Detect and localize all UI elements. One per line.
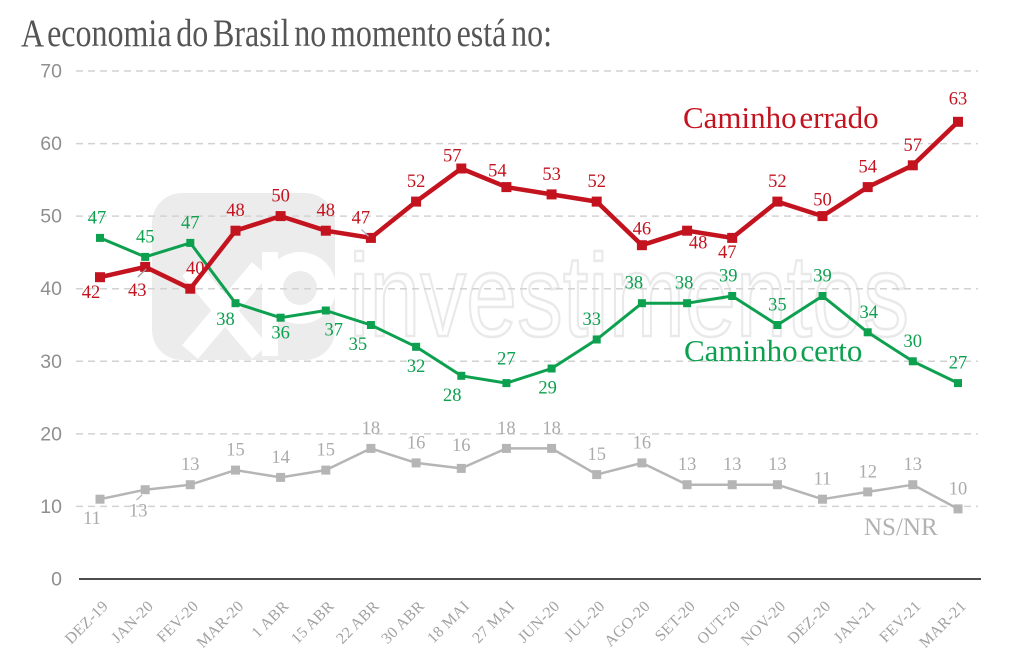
svg-text:13: 13 — [678, 455, 697, 475]
svg-text:52: 52 — [407, 172, 426, 192]
svg-text:38: 38 — [216, 310, 235, 330]
svg-text:39: 39 — [813, 267, 832, 287]
svg-text:57: 57 — [443, 147, 462, 167]
svg-text:52: 52 — [768, 172, 787, 192]
svg-text:57: 57 — [904, 136, 923, 156]
svg-text:47: 47 — [352, 208, 371, 228]
svg-text:37: 37 — [325, 321, 344, 341]
svg-text:27: 27 — [497, 350, 516, 370]
svg-text:38: 38 — [675, 274, 694, 294]
svg-text:36: 36 — [271, 324, 290, 344]
svg-text:12: 12 — [858, 462, 877, 482]
svg-text:50: 50 — [813, 191, 832, 211]
svg-text:20: 20 — [40, 423, 62, 445]
svg-text:53: 53 — [542, 165, 561, 185]
svg-text:10: 10 — [40, 496, 62, 518]
svg-text:63: 63 — [949, 89, 968, 109]
svg-text:16: 16 — [407, 433, 426, 453]
svg-text:43: 43 — [128, 281, 147, 301]
svg-text:13: 13 — [904, 455, 923, 475]
svg-text:18: 18 — [497, 419, 516, 439]
svg-text:A economia do Brasil no moment: A economia do Brasil no momento está no: — [21, 12, 552, 55]
svg-text:10: 10 — [949, 479, 968, 499]
svg-text:11: 11 — [814, 470, 832, 490]
svg-text:47: 47 — [88, 208, 107, 228]
svg-text:40: 40 — [186, 259, 205, 279]
svg-text:13: 13 — [129, 502, 148, 522]
svg-text:35: 35 — [349, 335, 368, 355]
svg-text:48: 48 — [689, 234, 708, 254]
svg-text:28: 28 — [443, 386, 462, 406]
svg-text:39: 39 — [719, 267, 738, 287]
svg-text:42: 42 — [82, 283, 101, 303]
svg-text:27: 27 — [949, 354, 968, 374]
svg-text:30: 30 — [904, 332, 923, 352]
svg-text:50: 50 — [40, 206, 62, 228]
svg-text:32: 32 — [407, 357, 426, 377]
svg-text:48: 48 — [226, 201, 245, 221]
svg-text:0: 0 — [51, 569, 62, 591]
svg-text:46: 46 — [633, 220, 652, 240]
svg-text:45: 45 — [136, 227, 155, 247]
svg-text:33: 33 — [582, 310, 601, 330]
svg-text:18: 18 — [362, 419, 381, 439]
svg-text:18: 18 — [542, 419, 561, 439]
svg-text:13: 13 — [181, 455, 200, 475]
svg-text:50: 50 — [271, 187, 290, 207]
svg-text:47: 47 — [181, 213, 200, 233]
svg-text:52: 52 — [587, 172, 606, 192]
svg-text:investimentos: investimentos — [349, 230, 909, 361]
svg-text:15: 15 — [317, 441, 336, 461]
svg-text:Caminho errado: Caminho errado — [683, 100, 879, 135]
svg-text:30: 30 — [40, 351, 62, 373]
svg-text:29: 29 — [538, 379, 557, 399]
svg-text:38: 38 — [625, 274, 644, 294]
svg-text:15: 15 — [587, 445, 606, 465]
svg-text:60: 60 — [40, 133, 62, 155]
svg-text:NS/NR: NS/NR — [864, 514, 938, 541]
svg-text:40: 40 — [40, 278, 62, 300]
svg-text:54: 54 — [858, 158, 877, 178]
svg-text:54: 54 — [488, 162, 507, 182]
svg-text:70: 70 — [40, 61, 62, 83]
svg-text:16: 16 — [633, 433, 652, 453]
svg-text:47: 47 — [718, 243, 737, 263]
svg-text:16: 16 — [452, 436, 471, 456]
svg-text:Caminho certo: Caminho certo — [684, 333, 862, 368]
svg-text:13: 13 — [723, 455, 742, 475]
svg-text:11: 11 — [83, 509, 101, 529]
svg-text:15: 15 — [226, 441, 245, 461]
svg-text:48: 48 — [317, 201, 336, 221]
svg-text:13: 13 — [768, 455, 787, 475]
svg-text:14: 14 — [271, 448, 290, 468]
svg-text:35: 35 — [768, 296, 787, 316]
svg-text:34: 34 — [859, 303, 878, 323]
